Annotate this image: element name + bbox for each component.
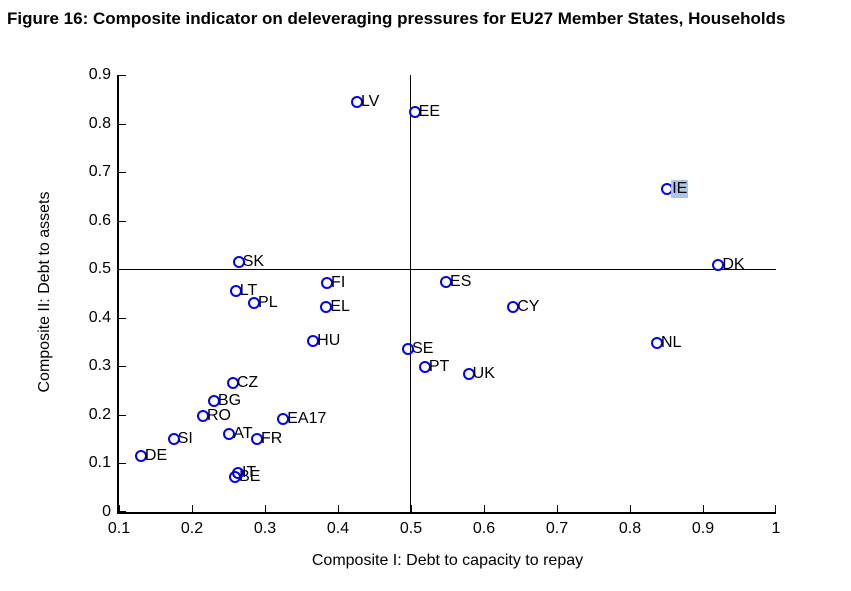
data-point-marker-it [231,467,244,480]
y-axis-tick [119,124,126,125]
data-point-label-pl: PL [258,294,278,312]
x-axis-tick [192,505,193,512]
x-axis-tick [703,505,704,512]
data-point-marker-de [134,450,147,463]
y-axis-tick [119,75,126,76]
data-point-label-hu: HU [317,332,341,350]
x-axis-tick-label: 1 [771,520,781,537]
y-axis-tick-label: 0.7 [88,163,111,180]
x-axis-tick-label: 0.6 [472,520,496,537]
reference-line-y-0-5 [119,269,776,270]
plot-area: Composite I: Debt to capacity to repay C… [36,66,780,569]
y-axis-tick [119,366,126,367]
data-point-marker-dk [712,259,725,272]
data-point-label-dk: DK [722,256,745,274]
data-point-label-lt: LT [239,282,258,300]
data-point-marker-fr [250,432,263,445]
data-point-marker-cz [226,376,239,389]
x-axis-tick-label: 0.4 [326,520,350,537]
x-axis-tick [338,505,339,512]
x-axis-tick-label: 0.5 [399,520,423,537]
data-point-marker-pl [248,297,261,310]
x-axis-tick [119,505,120,512]
y-axis-tick [119,415,126,416]
data-point-label-be: BE [239,468,261,486]
x-axis-tick [775,505,776,512]
y-axis-tick-label: 0.8 [88,115,111,132]
y-axis-tick-label: 0.6 [88,212,111,229]
data-point-label-de: DE [144,447,168,465]
data-point-label-nl: NL [661,334,682,352]
data-point-marker-at [223,427,236,440]
y-axis-tick [119,221,126,222]
data-point-label-cy: CY [517,298,540,316]
data-point-marker-es [440,275,453,288]
y-axis-tick-label: 0.4 [88,309,111,326]
x-axis-tick [630,505,631,512]
x-axis-tick [484,505,485,512]
data-point-label-fr: FR [260,429,283,447]
x-axis-tick-label: 0.3 [253,520,277,537]
data-point-label-ie: IE [671,180,689,199]
data-point-marker-bg [207,395,220,408]
data-point-label-uk: UK [472,364,495,382]
x-axis-tick-label: 0.2 [180,520,204,537]
data-point-marker-lv [350,95,363,108]
y-axis-tick-label: 0 [102,503,111,520]
data-point-label-ro: RO [206,407,231,425]
data-point-label-ea17: EA17 [287,410,327,428]
data-point-label-at: AT [233,424,253,442]
data-point-marker-lt [229,285,242,298]
data-point-marker-pt [418,360,431,373]
data-point-label-si: SI [177,430,193,448]
y-axis-tick-label: 0.1 [88,454,111,471]
data-point-label-es: ES [450,272,472,290]
y-axis-tick-label: 0.2 [88,406,111,423]
data-point-label-cz: CZ [236,373,259,391]
data-point-marker-si [167,433,180,446]
data-point-marker-sk [232,255,245,268]
x-axis-tick-label: 0.8 [618,520,642,537]
data-point-label-sk: SK [242,252,265,270]
data-point-marker-uk [462,367,475,380]
data-point-marker-se [402,342,415,355]
data-point-label-it: IT [241,464,257,482]
y-axis-tick [119,269,126,270]
data-point-label-el: EL [330,298,350,316]
x-axis-tick-label: 0.7 [545,520,569,537]
data-point-marker-el [320,301,333,314]
reference-line-x-0-5 [410,75,411,512]
y-axis-label: Composite II: Debt to assets [36,191,53,393]
data-point-label-pt: PT [428,357,450,375]
data-point-marker-ro [196,410,209,423]
data-point-label-fi: FI [331,273,346,291]
x-axis-tick-label: 0.9 [691,520,715,537]
y-axis-tick-label: 0.5 [88,260,111,277]
x-axis-label: Composite I: Debt to capacity to repay [311,552,584,569]
figure-title: Figure 16: Composite indicator on deleve… [7,9,786,28]
data-point-marker-hu [307,335,320,348]
data-point-label-ee: EE [418,102,440,120]
data-point-label-lv: LV [360,92,380,110]
data-point-marker-ee [408,105,421,118]
y-axis-tick-label: 0.3 [88,357,111,374]
data-point-marker-nl [651,337,663,350]
data-point-marker-fi [321,276,334,289]
x-axis-tick-label: 0.1 [107,520,131,537]
y-axis-tick [119,318,126,319]
data-point-marker-cy [507,301,520,314]
data-point-label-bg: BG [217,392,242,410]
data-point-label-se: SE [412,339,434,357]
y-axis-tick [119,511,126,512]
x-axis-tick [411,505,412,512]
y-axis-tick [119,172,126,173]
data-point-marker-ea17 [277,413,290,426]
x-axis-tick [265,505,266,512]
x-axis-tick [557,505,558,512]
y-axis-tick-label: 0.9 [88,66,111,83]
y-axis-tick [119,463,126,464]
